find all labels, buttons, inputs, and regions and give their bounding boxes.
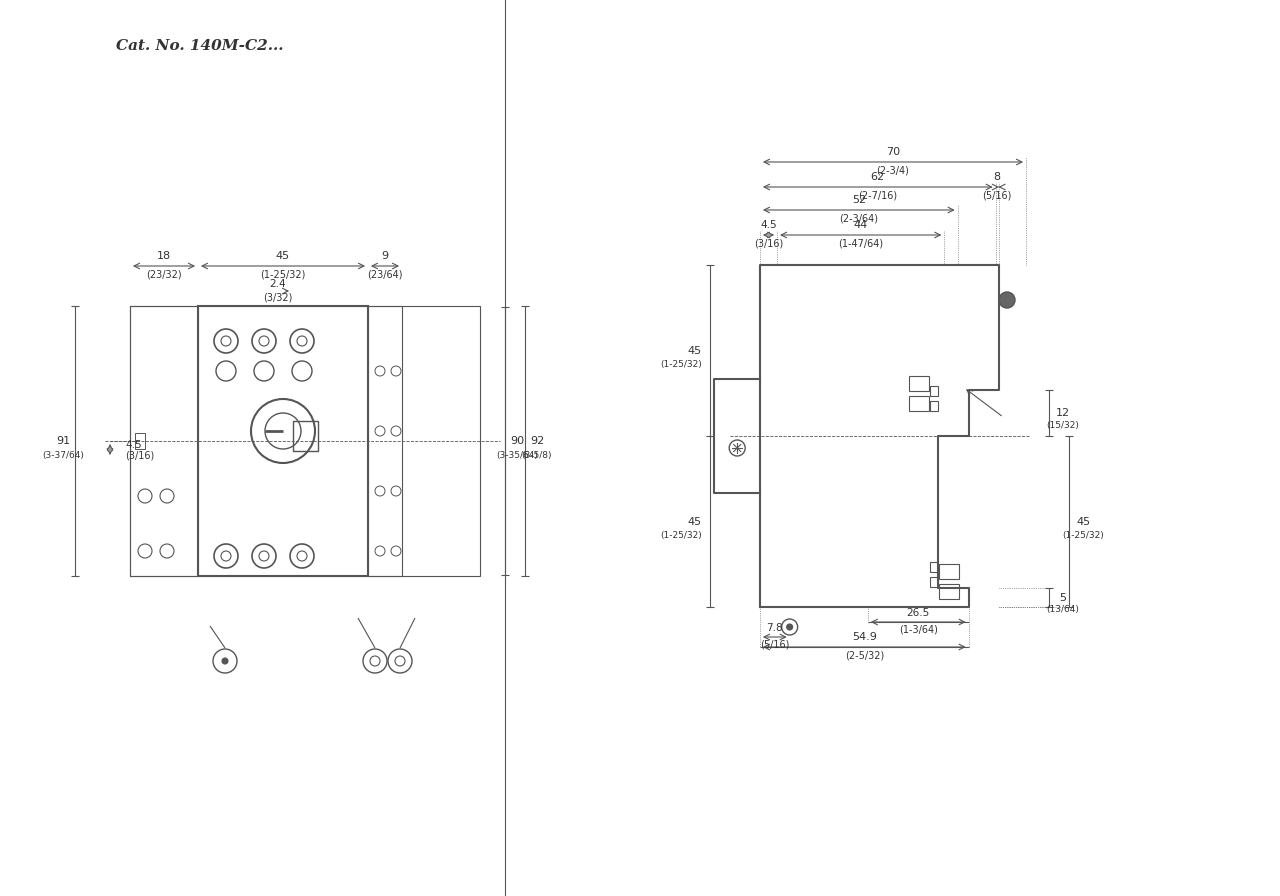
- Text: 4.5: 4.5: [125, 440, 142, 450]
- Bar: [131, 306, 198, 576]
- Text: (2-7/16): (2-7/16): [858, 190, 897, 200]
- Bar: [931, 386, 938, 396]
- Text: (1-3/64): (1-3/64): [899, 624, 938, 634]
- Text: 8: 8: [993, 172, 1001, 182]
- Text: (3/32): (3/32): [264, 292, 293, 302]
- Text: (3-37/64): (3-37/64): [42, 451, 84, 460]
- Text: 44: 44: [854, 220, 868, 230]
- Text: (5/16): (5/16): [760, 639, 790, 649]
- Text: 7.8: 7.8: [767, 623, 783, 633]
- Circle shape: [998, 292, 1015, 308]
- Text: 45: 45: [687, 516, 701, 527]
- Text: (2-5/32): (2-5/32): [845, 650, 884, 660]
- Circle shape: [221, 658, 228, 664]
- Bar: [198, 306, 369, 576]
- Text: Cat. No. 140M-C2...: Cat. No. 140M-C2...: [116, 39, 284, 53]
- Text: (23/32): (23/32): [146, 269, 182, 279]
- Bar: [931, 401, 938, 411]
- Bar: [293, 421, 317, 451]
- Text: 92: 92: [530, 436, 544, 446]
- Text: (15/32): (15/32): [1047, 421, 1079, 430]
- Bar: [909, 396, 928, 411]
- Text: 18: 18: [157, 251, 172, 261]
- Circle shape: [787, 624, 792, 630]
- Text: 12: 12: [1056, 409, 1070, 418]
- Text: 52: 52: [851, 195, 865, 205]
- Text: 26.5: 26.5: [906, 608, 929, 618]
- Text: 54.9: 54.9: [852, 632, 877, 642]
- Bar: [938, 584, 959, 599]
- Text: (23/64): (23/64): [367, 269, 403, 279]
- Text: 45: 45: [687, 346, 701, 356]
- Text: 4.5: 4.5: [760, 220, 777, 230]
- Text: (13/64): (13/64): [1047, 605, 1079, 614]
- Text: (5/16): (5/16): [983, 190, 1012, 200]
- Bar: [369, 306, 402, 576]
- Bar: [938, 564, 959, 579]
- Text: (2-3/64): (2-3/64): [840, 213, 878, 223]
- Text: 9: 9: [381, 251, 389, 261]
- Bar: [931, 562, 938, 572]
- Bar: [131, 306, 480, 576]
- Text: 45: 45: [1076, 516, 1091, 527]
- Text: (3-5/8): (3-5/8): [522, 451, 552, 460]
- Text: 2.4: 2.4: [270, 279, 287, 289]
- Text: 91: 91: [56, 436, 70, 446]
- Text: (1-25/32): (1-25/32): [260, 269, 306, 279]
- Text: (1-25/32): (1-25/32): [660, 531, 701, 540]
- Bar: [134, 433, 145, 449]
- Text: (1-25/32): (1-25/32): [1062, 531, 1103, 540]
- Text: 45: 45: [276, 251, 291, 261]
- Text: (1-47/64): (1-47/64): [838, 238, 883, 248]
- Text: (3/16): (3/16): [754, 238, 783, 248]
- Bar: [909, 376, 928, 391]
- Text: (3/16): (3/16): [125, 451, 155, 461]
- Text: 5: 5: [1060, 592, 1066, 602]
- Text: 70: 70: [886, 147, 900, 157]
- Text: (1-25/32): (1-25/32): [660, 360, 701, 369]
- Text: (3-35/64): (3-35/64): [497, 451, 538, 460]
- Bar: [931, 577, 938, 587]
- Text: (2-3/4): (2-3/4): [877, 165, 909, 175]
- Text: 62: 62: [870, 172, 884, 182]
- Text: 90: 90: [509, 436, 524, 446]
